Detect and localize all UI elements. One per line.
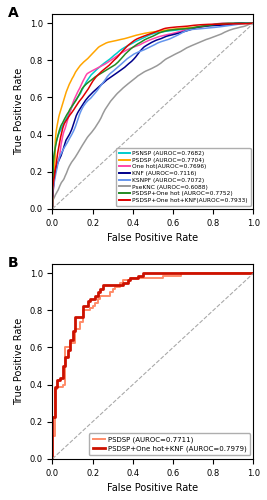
Y-axis label: True Positive Rate: True Positive Rate	[14, 68, 24, 155]
Legend: PSNSP (AUROC=0.7682), PSDSP (AUROC=0.7704), One hot(AUROC=0.7696), KNF (AUROC=0.: PSNSP (AUROC=0.7682), PSDSP (AUROC=0.770…	[116, 148, 250, 206]
X-axis label: False Positive Rate: False Positive Rate	[107, 233, 199, 243]
Legend: PSDSP (AUROC=0.7711), PSDSP+One hot+KNF (AUROC=0.7979): PSDSP (AUROC=0.7711), PSDSP+One hot+KNF …	[89, 433, 250, 456]
X-axis label: False Positive Rate: False Positive Rate	[107, 483, 199, 493]
Text: A: A	[8, 6, 19, 20]
Y-axis label: True Positive Rate: True Positive Rate	[14, 318, 24, 405]
Text: B: B	[8, 256, 19, 270]
